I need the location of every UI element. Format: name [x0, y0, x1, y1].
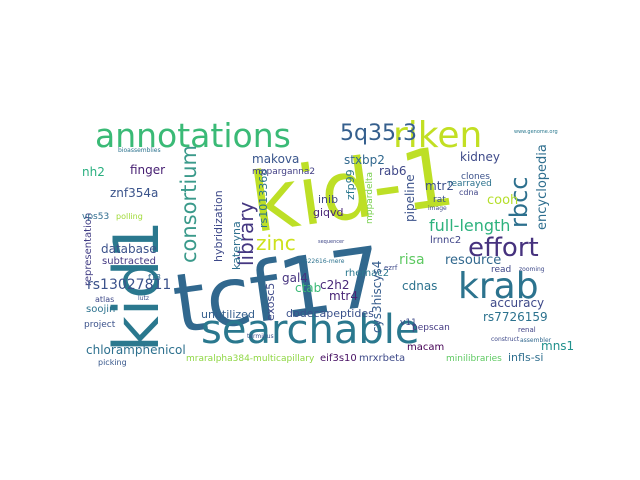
word-mrxrbeta: mrxrbeta — [359, 353, 405, 364]
word-sequencer: sequencer — [318, 239, 345, 245]
word-renal: renal — [518, 326, 536, 334]
word-inib: inib — [318, 193, 338, 206]
word-representation: representation — [83, 213, 94, 286]
word-giqvd: giqvd — [313, 206, 344, 219]
word-infls-si: infls-si — [508, 351, 543, 364]
word-zfp99: zfp99 — [344, 169, 357, 200]
word-chloramphenicol: chloramphenicol — [86, 343, 186, 357]
word-construct: construct — [491, 336, 520, 343]
word-library: library — [234, 201, 258, 266]
word-rs22616-mere: rs22616-mere — [302, 258, 345, 265]
word-zooming: zooming — [519, 266, 545, 273]
word-terminus: terminus — [247, 333, 274, 340]
word-assembler: assembler — [520, 337, 552, 344]
word-gal4: gal4 — [282, 271, 308, 285]
word-consortium: consortium — [177, 145, 201, 263]
word-dodecapeptides: dodecapeptides — [286, 307, 374, 320]
word-kidney: kidney — [460, 150, 500, 164]
word-lrnnc2: lrnnc2 — [430, 235, 461, 246]
word-exosc5: exosc5 — [264, 283, 277, 321]
word-rearrayed: rearrayed — [448, 179, 492, 189]
word-rs7726159: rs7726159 — [483, 310, 548, 324]
word-nh2: nh2 — [82, 165, 105, 179]
word-zinc: zinc — [256, 231, 296, 255]
word-risa: risa — [399, 252, 425, 268]
word-annotations: annotations — [95, 116, 291, 155]
word-finger: finger — [130, 163, 165, 177]
word-accuracy: accuracy — [490, 296, 544, 310]
word-rbcc: rbcc — [505, 177, 533, 229]
word-znf354a: znf354a — [110, 186, 158, 200]
word-ezrf: ezrf — [384, 264, 398, 272]
word-stxbp2: stxbp2 — [344, 153, 385, 167]
word-riken: riken — [393, 115, 482, 156]
word-cys3hiscys4: cys3hiscys4 — [370, 261, 384, 333]
word-krab: krab — [458, 266, 539, 307]
word-mraralpha: mraralpha384-multicapillary — [186, 354, 315, 364]
word-database: database — [101, 242, 157, 256]
word-v11: v11 — [400, 318, 417, 328]
word-f13: f13 — [148, 273, 161, 282]
word-resource: resource — [445, 253, 501, 268]
word-mpparganna2: mpparganna2 — [252, 167, 315, 177]
word-atlas: atlas — [95, 295, 114, 304]
word-rs1013368: rs1013368 — [257, 169, 270, 228]
word-mtr4: mtr4 — [329, 289, 358, 303]
word-mppardelta: mppardelta — [365, 172, 375, 224]
word-cdna: cdna — [459, 188, 479, 197]
word-full-length: full-length — [429, 216, 510, 235]
word-pipeline: pipeline — [403, 174, 417, 222]
word-bioassemblies: bioassemblies — [118, 147, 161, 154]
word-rat: rat — [433, 195, 446, 205]
word-5q35.3: 5q35.3 — [340, 121, 417, 146]
word-cooh: cooh — [487, 193, 518, 208]
word-project: project — [84, 320, 116, 330]
word-mtr2: mtr2 — [425, 179, 454, 193]
word-rs13027811: rs13027811 — [87, 277, 171, 293]
word-polling: polling — [116, 212, 143, 221]
word-rhemac2: rhemac2 — [345, 268, 389, 279]
word-read: read — [491, 265, 511, 275]
word-pepscan: pepscan — [412, 323, 450, 333]
word-macam: macam — [407, 342, 444, 353]
word-picking: picking — [98, 358, 127, 367]
word-clones: clones — [461, 172, 490, 182]
word-cdnas: cdnas — [402, 279, 437, 293]
word-hybridization: hybridization — [212, 190, 225, 262]
word-subtracted: subtracted — [102, 256, 156, 267]
word-lutz: lutz — [138, 295, 149, 302]
word-searchable: searchable — [201, 307, 420, 353]
word-rab6: rab6 — [379, 164, 407, 178]
word-encyclopedia: encyclopedia — [535, 144, 550, 230]
word-kateryna: kateryna — [230, 221, 243, 270]
word-vps53: vps53 — [82, 212, 109, 222]
word-c2h2: c2h2 — [320, 278, 349, 292]
word-mns1: mns1 — [541, 339, 574, 353]
word-makova: makova — [252, 152, 299, 166]
word-eif3s10: eif3s10 — [320, 353, 357, 364]
word-unutilized: unutilized — [201, 308, 255, 321]
word-ctab: ctab — [295, 281, 321, 295]
word-www-genome-org: www.genome.org — [514, 129, 558, 135]
word-image: image — [428, 205, 447, 212]
word-minilibraries: minilibraries — [446, 354, 502, 364]
word-effort: effort — [468, 233, 539, 263]
word-soojin: soojin — [86, 304, 115, 315]
word-kid1: kid1 — [100, 220, 173, 352]
